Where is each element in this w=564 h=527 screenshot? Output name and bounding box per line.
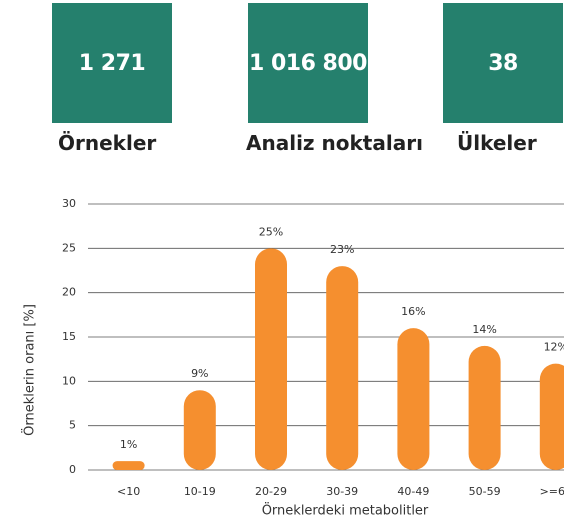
stat-label: Örnekler bbox=[58, 131, 157, 155]
x-tick-label: 40-49 bbox=[397, 485, 429, 498]
x-tick-label: 30-39 bbox=[326, 485, 358, 498]
x-tick-label: 20-29 bbox=[255, 485, 287, 498]
y-axis-label: Örneklerin oranı [%] bbox=[21, 304, 38, 436]
y-tick-label: 25 bbox=[62, 241, 76, 254]
y-tick-label: 5 bbox=[69, 419, 76, 432]
value-label: 12% bbox=[544, 341, 564, 354]
y-tick-label: 0 bbox=[69, 463, 76, 476]
y-tick-label: 10 bbox=[62, 374, 76, 387]
value-label: 9% bbox=[191, 367, 208, 380]
value-label: 14% bbox=[472, 323, 496, 336]
x-tick-label: 10-19 bbox=[184, 485, 216, 498]
x-tick-label: <10 bbox=[117, 485, 140, 498]
x-tick-label: 50-59 bbox=[469, 485, 501, 498]
stat-value: 38 bbox=[443, 3, 563, 123]
bar bbox=[539, 363, 564, 470]
y-tick-label: 15 bbox=[62, 330, 76, 343]
x-axis-label: Örneklerdeki metabolitler bbox=[262, 502, 429, 519]
bar bbox=[468, 345, 501, 470]
bar bbox=[255, 248, 287, 470]
bar bbox=[112, 461, 145, 470]
stat-value: 1 016 800 bbox=[248, 3, 368, 123]
bar bbox=[183, 390, 216, 470]
bar bbox=[397, 328, 430, 470]
y-tick-label: 30 bbox=[62, 197, 76, 210]
stat-value: 1 271 bbox=[52, 3, 172, 123]
value-label: 1% bbox=[120, 438, 137, 451]
value-label: 16% bbox=[401, 305, 425, 318]
stat-label: Ülkeler bbox=[457, 131, 537, 155]
value-label: 23% bbox=[330, 243, 354, 256]
y-tick-label: 20 bbox=[62, 286, 76, 299]
bar bbox=[326, 266, 359, 470]
x-tick-label: >=60 bbox=[540, 485, 564, 498]
value-label: 25% bbox=[259, 225, 283, 238]
stat-label: Analiz noktaları bbox=[246, 131, 423, 155]
